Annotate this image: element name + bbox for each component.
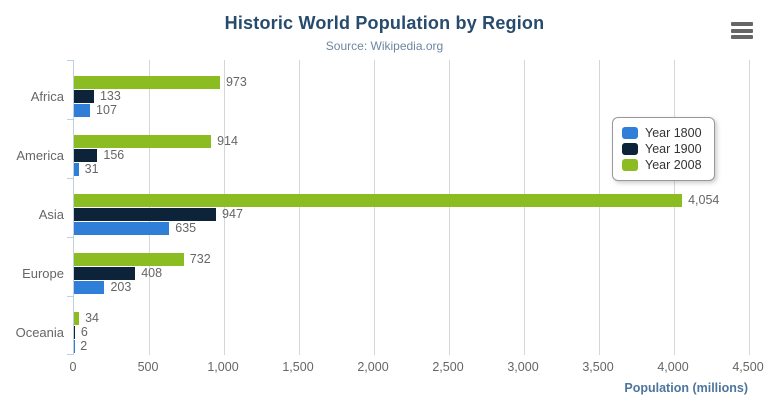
category-row: 914 156 31 [74, 119, 749, 178]
category-label: Africa [30, 89, 64, 104]
data-label: 31 [84, 162, 99, 176]
axis-tick [67, 354, 73, 355]
category-row: 732 408 203 [74, 237, 749, 296]
bar-year-1900[interactable] [74, 90, 94, 103]
legend-item-year-1900[interactable]: Year 1900 [622, 141, 702, 157]
bar-year-1900[interactable] [74, 326, 75, 339]
category-label: Oceania [15, 325, 64, 340]
gridline [749, 60, 750, 355]
legend: Year 1800 Year 1900 Year 2008 [612, 117, 715, 181]
x-tick-label: 3,000 [507, 360, 539, 374]
x-tick-label: 4,500 [732, 360, 764, 374]
gridline [449, 60, 450, 355]
bar-year-1800[interactable] [74, 163, 79, 176]
data-label: 133 [99, 89, 121, 103]
bar-year-2008[interactable] [74, 135, 212, 148]
axis-tick [67, 237, 73, 238]
plot-area: 973 133 107 914 156 31 4,054 947 635 732 408 203 34 6… [67, 60, 750, 355]
data-label: 203 [110, 280, 132, 294]
category-row: 973 133 107 [74, 60, 749, 119]
gridline [674, 60, 675, 355]
bar-year-2008[interactable] [74, 76, 220, 89]
bar-year-1800[interactable] [74, 281, 105, 294]
data-label: 914 [217, 134, 238, 148]
x-tick-label: 3,500 [582, 360, 614, 374]
bar-year-1800[interactable] [74, 104, 91, 117]
axis-tick [67, 296, 73, 297]
gridline [374, 60, 375, 355]
legend-item-year-2008[interactable]: Year 2008 [622, 157, 702, 173]
bar-year-1900[interactable] [74, 208, 217, 221]
bar-year-2008[interactable] [74, 312, 80, 325]
axis-tick [67, 60, 73, 61]
data-label: 947 [222, 207, 243, 221]
bar-year-1900[interactable] [74, 149, 98, 162]
axis-tick [67, 178, 73, 179]
legend-swatch [622, 159, 638, 171]
data-label: 156 [103, 148, 125, 162]
bar-year-1800[interactable] [74, 222, 170, 235]
data-label: 6 [80, 325, 88, 339]
hamburger-bar [731, 35, 753, 39]
hamburger-bar [731, 28, 753, 33]
x-tick-label: 0 [69, 360, 77, 374]
gridline [149, 60, 150, 355]
legend-item-year-1800[interactable]: Year 1800 [622, 125, 702, 141]
chart-subtitle: Source: Wikipedia.org [325, 39, 444, 53]
x-tick-label: 2,500 [432, 360, 464, 374]
bar-year-2008[interactable] [74, 253, 184, 266]
data-label: 4,054 [688, 193, 720, 207]
category-row: 34 6 2 [74, 296, 749, 355]
bar-year-1900[interactable] [74, 267, 136, 280]
gridline [524, 60, 525, 355]
gridline [599, 60, 600, 355]
category-row: 4,054 947 635 [74, 178, 749, 237]
data-label: 732 [189, 252, 211, 266]
hamburger-menu-icon[interactable] [731, 22, 753, 42]
category-label: Asia [38, 207, 64, 222]
data-label: 408 [141, 266, 163, 280]
x-tick-label: 2,000 [357, 360, 389, 374]
category-label: Europe [22, 266, 64, 281]
x-tick-label: 1,500 [282, 360, 314, 374]
gridline [299, 60, 300, 355]
x-tick-label: 500 [137, 360, 159, 374]
legend-label: Year 2008 [645, 158, 702, 172]
legend-label: Year 1800 [645, 126, 702, 140]
gridline [224, 60, 225, 355]
data-label: 635 [175, 221, 197, 235]
legend-label: Year 1900 [645, 142, 702, 156]
bar-year-2008[interactable] [74, 194, 683, 207]
x-axis-title: Population (millions) [624, 381, 748, 395]
axis-tick [67, 119, 73, 120]
x-tick-label: 4,000 [657, 360, 689, 374]
legend-swatch [622, 143, 638, 155]
legend-swatch [622, 127, 638, 139]
x-tick-label: 1,000 [207, 360, 239, 374]
category-label: America [16, 148, 64, 163]
chart-title: Historic World Population by Region [224, 13, 545, 33]
hamburger-bar [731, 22, 753, 26]
data-label: 34 [85, 311, 99, 325]
data-label: 107 [96, 103, 117, 117]
data-label: 2 [80, 339, 88, 353]
data-label: 973 [225, 75, 247, 89]
